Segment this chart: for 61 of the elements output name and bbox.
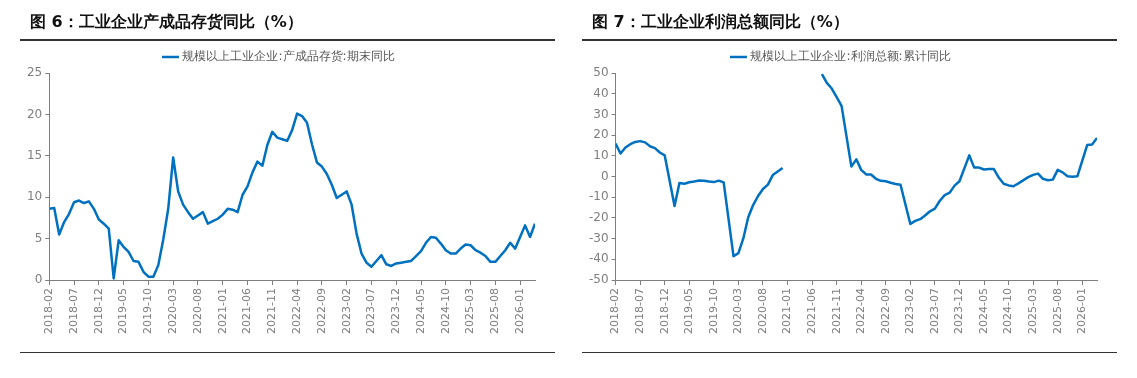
y-tick-label: 0 [34, 272, 43, 287]
x-tick-label: 2019-05 [116, 288, 130, 335]
x-tick-label: 2021-06 [804, 288, 818, 335]
x-tick-label: 2018-02 [608, 288, 622, 335]
chart-title: 图 7：工业企业利润总额同比（%） [582, 0, 1117, 41]
x-tick-label: 2018-02 [42, 288, 56, 335]
y-tick-label: 0 [600, 168, 609, 183]
x-tick-label: 2021-11 [829, 288, 843, 335]
y-tick-label: -30 [588, 230, 609, 245]
y-tick-label: 20 [26, 106, 43, 121]
x-tick-label: 2024-10 [438, 288, 452, 335]
x-tick-label: 2026-01 [512, 288, 526, 335]
x-tick-label: 2025-03 [463, 288, 477, 335]
x-tick-label: 2019-05 [682, 288, 696, 335]
x-tick-label: 2018-07 [633, 288, 647, 335]
x-tick-label: 2020-08 [190, 288, 204, 335]
y-tick-label: -10 [588, 189, 609, 204]
y-tick-label: 5 [34, 230, 43, 245]
x-tick-label: 2023-07 [927, 288, 941, 335]
y-tick-label: 20 [593, 127, 609, 142]
x-tick-label: 2023-07 [364, 288, 378, 335]
x-tick-label: 2025-08 [488, 288, 502, 335]
x-tick-label: 2023-02 [339, 288, 353, 335]
x-tick-label: 2020-08 [755, 288, 769, 335]
x-tick-label: 2018-12 [657, 288, 671, 335]
y-tick-label: -50 [588, 272, 609, 287]
y-tick-label: 40 [593, 85, 609, 100]
x-tick-label: 2025-03 [1026, 288, 1039, 335]
y-tick-label: -40 [588, 251, 609, 266]
x-tick-label: 2022-04 [289, 288, 303, 335]
x-tick-label: 2018-12 [91, 288, 105, 335]
y-tick-label: 10 [26, 189, 43, 204]
y-tick-label: 10 [593, 147, 609, 162]
x-tick-label: 2022-09 [878, 288, 892, 335]
x-tick-label: 2025-08 [1050, 288, 1064, 335]
x-tick-label: 2022-04 [854, 288, 868, 335]
x-tick-label: 2018-07 [66, 288, 80, 335]
x-tick-label: 2020-03 [166, 288, 180, 335]
x-tick-label: 2021-01 [215, 288, 229, 335]
x-tick-label: 2021-11 [265, 288, 279, 335]
legend-label: 规模以上工业企业:利润总额:累计同比 [750, 49, 951, 64]
y-tick-label: 50 [593, 65, 609, 80]
chart-title: 图 6：工业企业产成品存货同比（%） [20, 0, 555, 41]
y-tick-label: 30 [593, 106, 609, 121]
x-tick-label: 2023-12 [389, 288, 403, 335]
y-tick-label: 25 [26, 65, 43, 80]
x-tick-label: 2023-02 [903, 288, 917, 335]
x-tick-label: 2019-10 [141, 288, 155, 335]
x-tick-label: 2024-05 [976, 288, 990, 335]
x-tick-label: 2021-01 [780, 288, 794, 335]
x-tick-label: 2019-10 [706, 288, 720, 335]
x-tick-label: 2023-12 [952, 288, 966, 335]
y-tick-label: 15 [26, 147, 43, 162]
x-tick-label: 2020-03 [731, 288, 745, 335]
x-tick-label: 2021-06 [240, 288, 254, 335]
legend-label: 规模以上工业企业:产成品存货:期末同比 [182, 49, 395, 64]
x-tick-label: 2024-10 [1001, 288, 1015, 335]
x-tick-label: 2022-09 [314, 288, 328, 335]
x-tick-label: 2024-05 [413, 288, 427, 335]
x-tick-label: 2026-01 [1075, 288, 1089, 335]
y-tick-label: -20 [588, 210, 609, 225]
